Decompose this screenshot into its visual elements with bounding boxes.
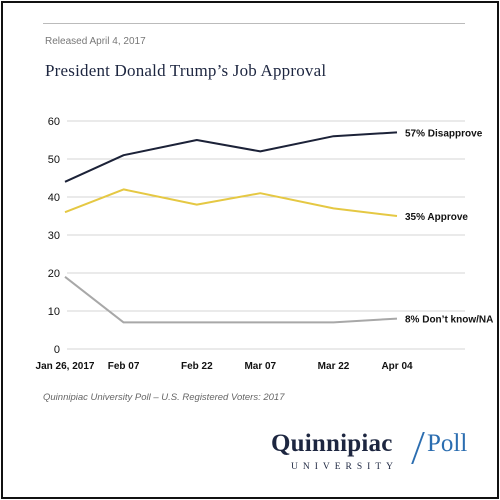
x-tick-label: Mar 22 xyxy=(318,361,350,372)
series-labels: 57% Disapprove 35% Approve 8% Don’t know/N… xyxy=(405,128,493,325)
y-axis-ticks: 0 10 20 30 40 50 60 xyxy=(48,116,60,356)
y-tick-label: 50 xyxy=(48,154,60,166)
top-rule xyxy=(43,23,465,24)
gridlines xyxy=(67,120,465,350)
series-end-label: 8% Don’t know/NA xyxy=(405,315,493,326)
release-date: Released April 4, 2017 xyxy=(45,36,146,47)
x-tick-label: Mar 07 xyxy=(244,361,276,372)
source-note: Quinnipiac University Poll – U.S. Regist… xyxy=(43,392,285,403)
line-chart: 0 10 20 30 40 50 60 Jan 26, 2017 Feb 07 Feb 22 Ma… xyxy=(36,116,494,372)
logo-university: UNIVERSITY xyxy=(291,462,398,472)
series-line xyxy=(64,131,398,183)
x-tick-label: Apr 04 xyxy=(381,361,413,372)
y-tick-label: 40 xyxy=(48,192,60,204)
x-axis-ticks: Jan 26, 2017 Feb 07 Feb 22 Mar 07 Mar 22 Apr … xyxy=(36,361,413,372)
series-line xyxy=(64,188,398,217)
series-end-label: 57% Disapprove xyxy=(405,128,483,139)
x-tick-label: Feb 07 xyxy=(108,361,140,372)
quinnipiac-logo: Quinnipiac Poll UNIVERSITY xyxy=(271,430,467,472)
y-tick-label: 60 xyxy=(48,116,60,128)
chart-title: President Donald Trump’s Job Approval xyxy=(45,61,327,80)
y-tick-label: 10 xyxy=(48,306,60,318)
y-tick-label: 20 xyxy=(48,268,60,280)
y-tick-label: 0 xyxy=(54,344,60,356)
series-lines xyxy=(64,131,398,324)
series-end-label: 35% Approve xyxy=(405,212,468,223)
x-tick-label: Jan 26, 2017 xyxy=(36,361,95,372)
logo-poll: Poll xyxy=(427,430,468,457)
x-tick-label: Feb 22 xyxy=(181,361,213,372)
series-line xyxy=(64,276,398,324)
logo-wordmark: Quinnipiac xyxy=(271,430,393,457)
y-tick-label: 30 xyxy=(48,230,60,242)
